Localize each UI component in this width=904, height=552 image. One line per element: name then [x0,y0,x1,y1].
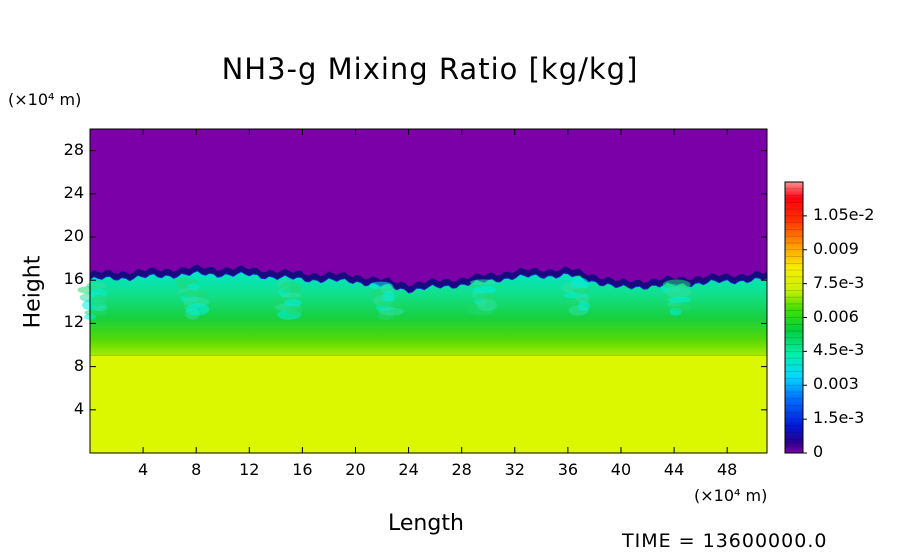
x-tick-label: 8 [191,460,202,479]
mixing-eddy [185,303,210,316]
mixing-eddy [669,303,692,312]
mixing-eddy [382,290,395,303]
colorbar-tick-label: 0.006 [813,306,859,326]
x-tick-label: 44 [663,460,685,479]
mixing-eddy [472,285,497,294]
y-unit-label: (×10⁴ m) [8,90,82,109]
colorbar [784,181,807,454]
x-tick-label: 28 [451,460,472,479]
mixing-eddy [281,292,302,299]
x-axis-label: Length [388,511,464,536]
mixing-eddy [665,286,692,299]
colorbar-tick-label: 1.05e-2 [813,204,875,224]
heatmap-field [77,128,768,454]
mixing-eddy [570,277,589,290]
x-tick-label: 12 [239,460,260,479]
mixing-eddy [86,281,107,290]
colorbar-tick-label: 7.5e-3 [813,272,865,292]
mixing-eddy [91,294,108,307]
mixing-eddy [573,288,590,294]
mixing-eddy [575,294,590,303]
axis-tick-marks [90,129,767,453]
x-tick-label: 32 [504,460,525,479]
x-tick-label: 24 [398,460,419,479]
mixing-eddy [93,305,108,312]
interface-edge [90,264,767,293]
y-tick-label: 8 [73,355,84,375]
mixing-eddy [279,281,302,294]
mixing-eddy [476,299,497,312]
colorbar-tick-label: 0.009 [813,238,859,258]
x-tick-label: 20 [345,460,366,479]
x-tick-label: 48 [716,460,738,479]
x-tick-label: 40 [610,460,632,479]
y-tick-label: 12 [63,312,84,332]
mixing-eddy [577,301,590,312]
chart-title: NH3-g Mixing Ratio [kg/kg] [221,52,639,86]
layer-mixed [90,271,767,356]
plot-frame [89,128,768,454]
mixing-eddy [376,300,405,307]
colorbar-tick-label: 4.5e-3 [813,340,865,360]
layer-bottom [90,355,767,453]
mixing-eddy [180,290,209,299]
colorbar-tick-label: 1.5e-3 [813,408,865,428]
y-tick-label: 24 [63,182,84,202]
x-tick-label: 4 [138,460,149,479]
colorbar-tick-label: 0.003 [813,374,859,394]
mixing-eddy [667,296,692,303]
colorbar-tick-label: 0 [813,442,824,461]
y-tick-label: 20 [63,226,84,245]
x-tick-label: 36 [557,460,579,479]
y-tick-label: 4 [73,398,84,418]
mixing-eddy [187,283,200,290]
mixing-eddy [378,307,405,316]
x-unit-label: (×10⁴ m) [694,486,768,505]
y-tick-label: 16 [63,269,84,289]
y-tick-label: 28 [63,139,84,159]
mixing-eddy [284,298,303,307]
x-tick-label: 16 [292,460,313,479]
mixing-eddy [286,305,303,316]
mixing-eddy [469,279,496,286]
